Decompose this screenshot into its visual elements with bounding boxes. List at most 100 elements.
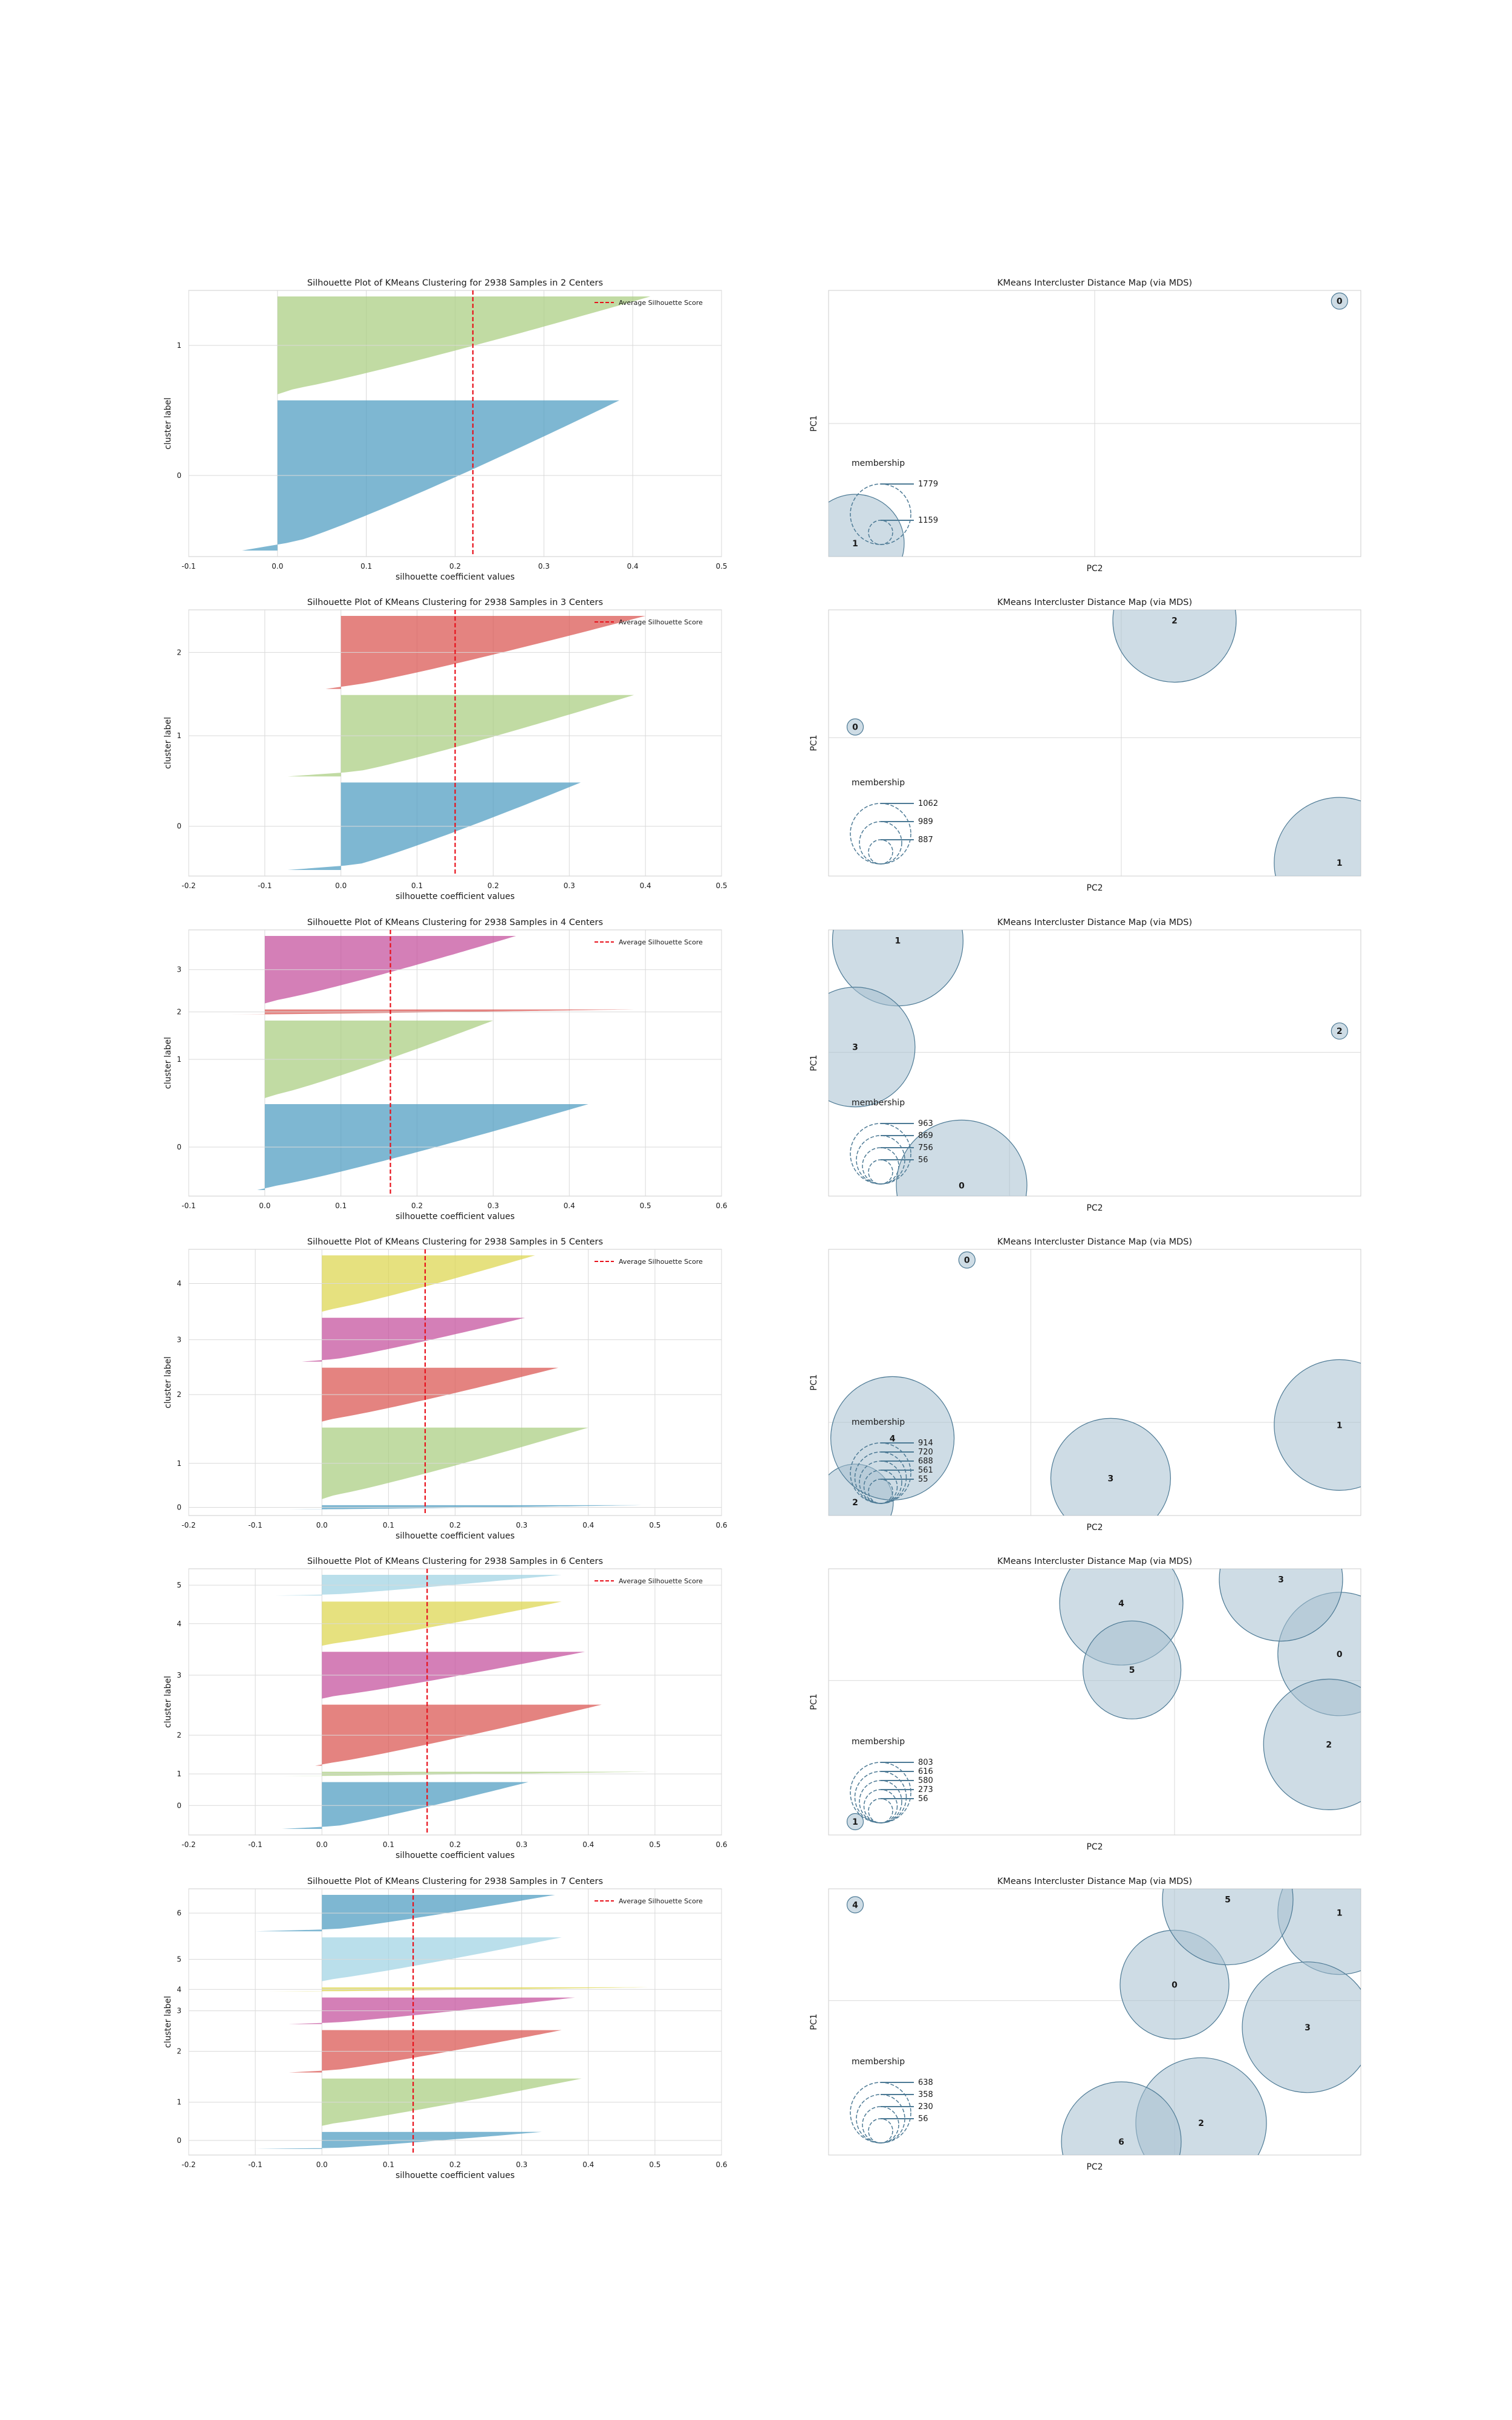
legend: Average Silhouette Score <box>595 938 703 946</box>
membership-size-label: 756 <box>918 1143 933 1153</box>
bubbles: 0 1 2 3 4 5 <box>846 1569 1361 1831</box>
cluster-center-label: 3 <box>852 1043 858 1053</box>
x-axis-label: PC2 <box>1086 2162 1103 2172</box>
cluster-center-label: 6 <box>1118 2137 1124 2147</box>
membership-size-label: 230 <box>918 2102 933 2111</box>
x-tick-label: 0.3 <box>564 881 575 890</box>
silhouette-plot-6: -0.2 -0.1 0.0 0.1 0.2 0.3 0.4 0.5 0.6 0 1 2 3 4 5 6 Aver… <box>163 1877 728 2180</box>
x-tick-label: 0.1 <box>411 881 423 890</box>
chart-title: Silhouette Plot of KMeans Clustering for… <box>307 278 603 288</box>
y-axis-label: cluster label <box>163 1037 173 1089</box>
y-axis-label: cluster label <box>163 397 173 450</box>
x-tick-label: 0.4 <box>564 1202 575 1210</box>
x-tick-label: 0.4 <box>627 562 639 571</box>
cluster-center-2 <box>1331 1022 1348 1040</box>
legend-label: Average Silhouette Score <box>619 938 703 946</box>
membership-size-label: 688 <box>918 1457 933 1466</box>
membership-legend: membership 56 230 358 638 <box>850 2057 933 2144</box>
y-tick-label: 4 <box>177 1620 181 1628</box>
x-tick-label: 0.5 <box>649 2160 660 2169</box>
cluster-center-label: 4 <box>1118 1599 1124 1609</box>
cluster-center-3 <box>1242 1961 1361 2093</box>
x-tick-label: 0.3 <box>538 562 550 571</box>
y-axis-label: PC1 <box>809 734 819 751</box>
y-tick-label: 0 <box>177 822 181 831</box>
x-tick-label: 0.5 <box>715 562 727 571</box>
x-tick-label: 0.1 <box>383 1521 394 1529</box>
x-tick-label: 0.2 <box>487 881 499 890</box>
cluster-center-label: 1 <box>895 937 901 946</box>
membership-size-label: 55 <box>918 1475 928 1484</box>
bubbles: 01 <box>829 292 1348 557</box>
x-tick-label: 0.0 <box>316 1521 328 1529</box>
membership-size-label: 358 <box>918 2090 933 2099</box>
y-axis-label: cluster label <box>163 1356 173 1408</box>
x-tick-label: 0.2 <box>411 1202 423 1210</box>
x-tick-label: 0.2 <box>449 562 461 571</box>
x-tick-label: -0.1 <box>248 1840 262 1849</box>
membership-legend: membership 56 756 869 963 <box>850 1098 933 1185</box>
cluster-center-label: 0 <box>852 723 858 733</box>
membership-size-label: 1159 <box>918 516 938 525</box>
cluster-center-label: 1 <box>1337 858 1343 868</box>
x-axis-label: PC2 <box>1086 564 1103 574</box>
x-tick-label: -0.2 <box>181 2160 195 2169</box>
cluster-center-label: 0 <box>959 1181 965 1191</box>
y-tick-label: 2 <box>177 1008 181 1016</box>
cluster-center-label: 1 <box>852 539 858 549</box>
y-tick-label: 1 <box>177 341 181 350</box>
bubbles: 0 1 2 <box>846 610 1361 876</box>
x-tick-label: -0.1 <box>181 1202 195 1210</box>
y-tick-label: 4 <box>177 1985 181 1993</box>
cluster-center-label: 0 <box>1337 297 1343 307</box>
membership-size-label: 561 <box>918 1466 933 1475</box>
cluster-center-label: 5 <box>1225 1895 1231 1905</box>
x-tick-label: 0.5 <box>715 881 727 890</box>
cluster-center-3 <box>1219 1569 1343 1642</box>
membership-size-label: 56 <box>918 1794 928 1804</box>
cluster-center-label: 0 <box>1337 1650 1343 1660</box>
x-tick-label: 0.6 <box>715 1840 727 1849</box>
x-tick-label: 0.0 <box>259 1202 270 1210</box>
cluster-center-2 <box>1263 1678 1361 1810</box>
x-tick-label: 0.3 <box>516 2160 527 2169</box>
chart-title: KMeans Intercluster Distance Map (via MD… <box>997 1877 1192 1886</box>
x-tick-label: 0.3 <box>487 1202 499 1210</box>
intercluster-map-2: 0 1 2 membership 887 989 1062 KMeans Interclust… <box>809 598 1361 893</box>
x-tick-label: 0.1 <box>360 562 372 571</box>
x-axis-label: silhouette coefficient values <box>396 1531 515 1541</box>
y-axis-label: PC1 <box>809 415 819 431</box>
y-tick-label: 1 <box>177 1459 181 1468</box>
y-tick-label: 2 <box>177 2047 181 2056</box>
membership-circle <box>862 1147 899 1185</box>
silhouette-plot-1: -0.1 0.0 0.1 0.2 0.3 0.4 0.5 0 1 Average Silhouet… <box>163 278 728 582</box>
cluster-center-label: 2 <box>1337 1027 1343 1036</box>
x-tick-label: 0.0 <box>272 562 283 571</box>
cluster-center-6 <box>1061 2081 1182 2155</box>
x-axis-label: silhouette coefficient values <box>396 572 515 582</box>
y-tick-label: 3 <box>177 1671 181 1679</box>
x-tick-label: 0.4 <box>640 881 651 890</box>
membership-size-label: 989 <box>918 817 933 826</box>
membership-circle <box>862 2106 899 2144</box>
cluster-center-label: 2 <box>1326 1740 1332 1750</box>
y-tick-label: 1 <box>177 2098 181 2107</box>
y-tick-label: 1 <box>177 731 181 740</box>
silhouette-plot-3: -0.1 0.0 0.1 0.2 0.3 0.4 0.5 0.6 0 1 2 3 Average Sil… <box>163 918 728 1221</box>
plot-frame <box>828 609 1361 877</box>
x-axis-label: silhouette coefficient values <box>396 1851 515 1860</box>
legend: Average Silhouette Score <box>595 1897 703 1905</box>
cluster-center-1 <box>1274 1359 1361 1491</box>
cluster-center-5 <box>1162 1889 1294 1966</box>
membership-size-label: 56 <box>918 1156 928 1165</box>
x-axis-label: silhouette coefficient values <box>396 892 515 901</box>
bubbles: 0 1 2 3 <box>829 930 1348 1196</box>
membership-size-label: 963 <box>918 1119 933 1128</box>
legend: Average Silhouette Score <box>595 618 703 626</box>
